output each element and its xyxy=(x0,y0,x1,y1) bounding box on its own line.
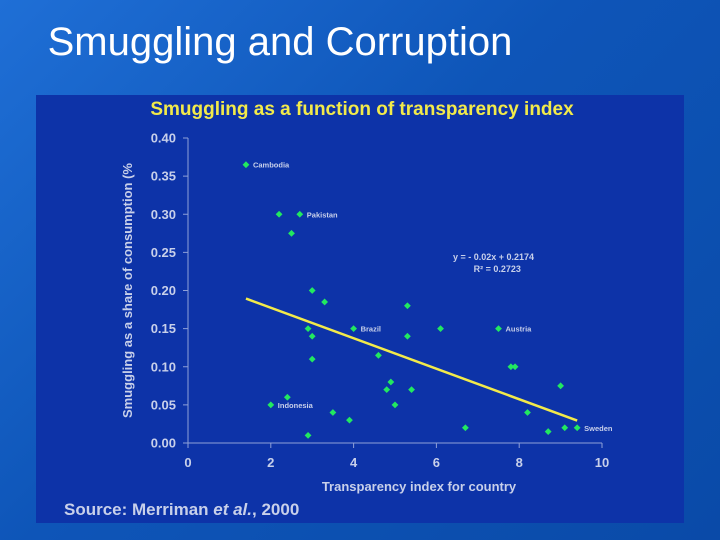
data-point xyxy=(288,229,295,237)
data-point xyxy=(304,325,312,333)
data-point xyxy=(242,161,250,169)
y-tick-label: 0.35 xyxy=(151,169,176,184)
data-point xyxy=(346,416,353,424)
data-point xyxy=(296,210,304,218)
y-tick-label: 0.05 xyxy=(151,397,176,412)
point-label: Indonesia xyxy=(278,401,314,410)
y-tick-label: 0.30 xyxy=(151,207,176,222)
data-point xyxy=(461,424,469,432)
point-label: Cambodia xyxy=(253,161,290,170)
y-tick-label: 0.40 xyxy=(151,131,176,146)
data-point xyxy=(557,382,564,390)
data-point xyxy=(511,363,519,371)
point-label: Sweden xyxy=(584,424,613,433)
source-suffix: , 2000 xyxy=(252,500,299,519)
x-tick-label: 0 xyxy=(184,455,191,470)
source-prefix: Source: Merriman xyxy=(64,500,213,519)
x-tick-label: 6 xyxy=(433,455,440,470)
y-tick-label: 0.00 xyxy=(151,436,176,451)
source-citation: Source: Merriman et al., 2000 xyxy=(64,500,299,519)
regression-equation: y = - 0.02x + 0.2174 xyxy=(453,252,534,262)
data-point xyxy=(573,424,581,432)
slide-title: Smuggling and Corruption xyxy=(47,20,513,64)
trendline xyxy=(245,297,578,422)
x-tick-label: 4 xyxy=(350,455,358,470)
data-point xyxy=(387,378,395,386)
data-point xyxy=(561,424,569,432)
source-italic: et al. xyxy=(213,500,252,519)
x-tick-label: 10 xyxy=(595,455,609,470)
chart-panel: Smuggling as a function of transparency … xyxy=(36,95,684,523)
data-point xyxy=(329,409,337,416)
x-axis-ticks: 0 2 4 6 8 10 xyxy=(184,443,609,470)
data-point xyxy=(404,302,411,310)
x-tick-label: 2 xyxy=(267,455,274,470)
data-point xyxy=(404,332,411,340)
data-point xyxy=(308,332,316,340)
r-squared-label: R² = 0.2723 xyxy=(474,264,521,274)
data-point xyxy=(544,428,552,435)
y-tick-label: 0.15 xyxy=(151,321,176,336)
x-tick-label: 8 xyxy=(516,455,523,470)
data-point xyxy=(408,386,415,394)
y-axis-label: Smuggling as a share of consumption (% xyxy=(120,163,135,418)
data-point xyxy=(304,431,312,439)
chart-title: Smuggling as a function of transparency … xyxy=(150,99,574,120)
data-point xyxy=(507,363,515,371)
data-point xyxy=(275,210,283,218)
data-point xyxy=(524,409,531,416)
point-label: Pakistan xyxy=(307,210,338,219)
data-point xyxy=(321,298,329,306)
y-axis-ticks: 0.00 0.05 0.10 0.15 0.20 0.25 0.30 0.35 0.40 xyxy=(151,131,188,451)
data-point xyxy=(383,386,391,394)
data-point xyxy=(375,351,382,359)
y-tick-label: 0.10 xyxy=(151,359,176,374)
data-point xyxy=(267,401,275,409)
point-label: Brazil xyxy=(361,325,381,334)
y-tick-label: 0.25 xyxy=(151,245,176,260)
data-point xyxy=(391,401,399,409)
data-point xyxy=(283,393,291,401)
data-point xyxy=(350,325,357,333)
data-point xyxy=(308,355,316,363)
x-axis-label: Transparency index for country xyxy=(322,479,517,494)
point-label: Austria xyxy=(506,325,533,334)
data-point xyxy=(495,325,502,333)
y-tick-label: 0.20 xyxy=(151,283,176,298)
data-point xyxy=(437,325,444,333)
data-points: Cambodia Pakistan Brazil Austria Indonesia Sw… xyxy=(242,161,613,439)
data-point xyxy=(308,287,316,294)
scatter-chart: Smuggling as a function of transparency … xyxy=(64,99,613,519)
